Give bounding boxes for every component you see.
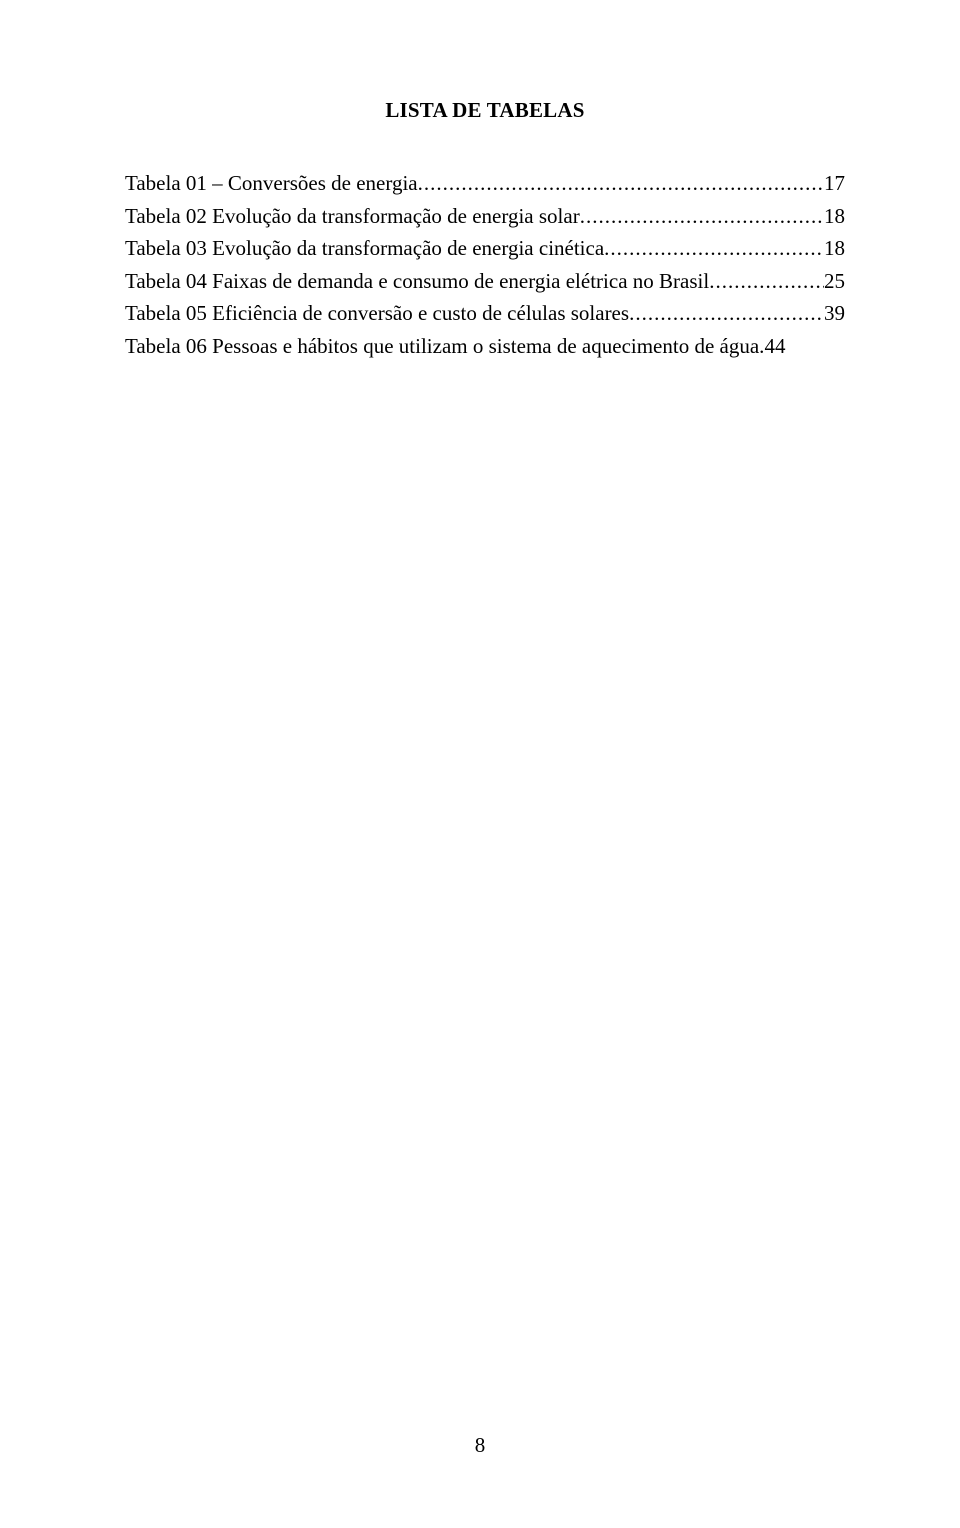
toc-entry-text: Tabela 02 Evolução da transformação de e… — [125, 200, 580, 233]
toc-leader-dots — [629, 297, 824, 330]
toc-entry: Tabela 06 Pessoas e hábitos que utilizam… — [125, 330, 845, 363]
toc-entry-page: 39 — [824, 297, 845, 330]
toc-entry-page: 18 — [824, 232, 845, 265]
toc-entry-page: 44 — [764, 330, 785, 363]
toc-entry-text: Tabela 01 – Conversões de energia — [125, 167, 418, 200]
toc-leader-dots — [418, 167, 824, 200]
toc-leader-dots — [580, 200, 824, 233]
page-number: 8 — [0, 1433, 960, 1458]
toc-leader-dots — [709, 265, 824, 298]
toc-entry-page: 25 — [824, 265, 845, 298]
toc-entry-text: Tabela 05 Eficiência de conversão e cust… — [125, 297, 629, 330]
toc-entry-page: 18 — [824, 200, 845, 233]
toc-entry: Tabela 01 – Conversões de energia 17 — [125, 167, 845, 200]
toc-leader-dots — [604, 232, 824, 265]
toc-entry: Tabela 02 Evolução da transformação de e… — [125, 200, 845, 233]
toc-entry: Tabela 03 Evolução da transformação de e… — [125, 232, 845, 265]
page-title: LISTA DE TABELAS — [125, 98, 845, 123]
toc-entry-text: Tabela 03 Evolução da transformação de e… — [125, 232, 604, 265]
toc-entry: Tabela 04 Faixas de demanda e consumo de… — [125, 265, 845, 298]
toc-entry-page: 17 — [824, 167, 845, 200]
page-container: LISTA DE TABELAS Tabela 01 – Conversões … — [0, 0, 960, 1528]
toc-entry: Tabela 05 Eficiência de conversão e cust… — [125, 297, 845, 330]
toc-entry-text: Tabela 06 Pessoas e hábitos que utilizam… — [125, 330, 764, 363]
toc-entry-text: Tabela 04 Faixas de demanda e consumo de… — [125, 265, 709, 298]
